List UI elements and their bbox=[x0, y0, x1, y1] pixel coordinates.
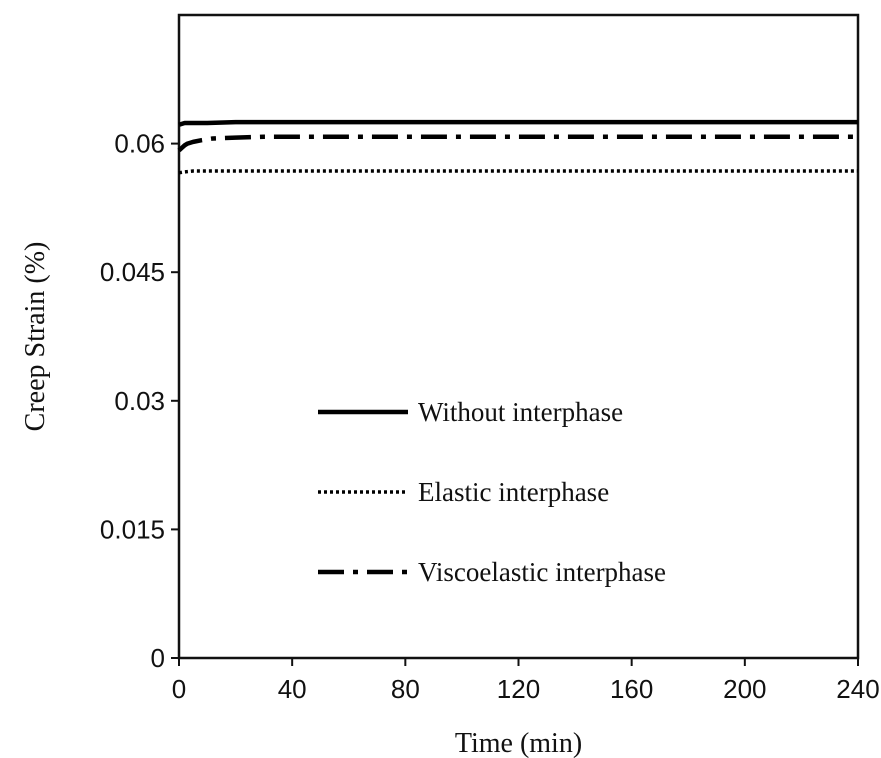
legend: Without interphase Elastic interphase Visc… bbox=[318, 397, 666, 587]
y-tick-label: 0.06 bbox=[114, 129, 165, 159]
series-line-viscoelastic-interphase bbox=[177, 134, 858, 153]
legend-label: Viscoelastic interphase bbox=[418, 557, 666, 587]
x-tick-label: 120 bbox=[497, 674, 540, 704]
series-group bbox=[177, 119, 858, 175]
y-axis-title: Creep Strain (%) bbox=[20, 242, 51, 432]
y-tick-label: 0.015 bbox=[100, 514, 165, 544]
x-tick-label: 80 bbox=[391, 674, 420, 704]
x-tick-label: 240 bbox=[836, 674, 879, 704]
y-axis-ticks: 0 0.015 0.03 0.045 0.06 bbox=[100, 129, 179, 673]
x-tick-label: 160 bbox=[610, 674, 653, 704]
x-tick-label: 200 bbox=[723, 674, 766, 704]
x-tick-label: 0 bbox=[172, 674, 186, 704]
x-axis-title: Time (min) bbox=[455, 728, 582, 758]
series-line-without-interphase bbox=[178, 119, 858, 127]
legend-label: Elastic interphase bbox=[418, 477, 609, 507]
series-line-elastic-interphase bbox=[178, 169, 858, 175]
y-tick-label: 0 bbox=[151, 643, 165, 673]
legend-label: Without interphase bbox=[418, 397, 623, 427]
y-tick-label: 0.03 bbox=[114, 386, 165, 416]
y-tick-label: 0.045 bbox=[100, 257, 165, 287]
x-axis-ticks: 0 40 80 120 160 200 240 bbox=[172, 658, 880, 704]
x-tick-label: 40 bbox=[278, 674, 307, 704]
